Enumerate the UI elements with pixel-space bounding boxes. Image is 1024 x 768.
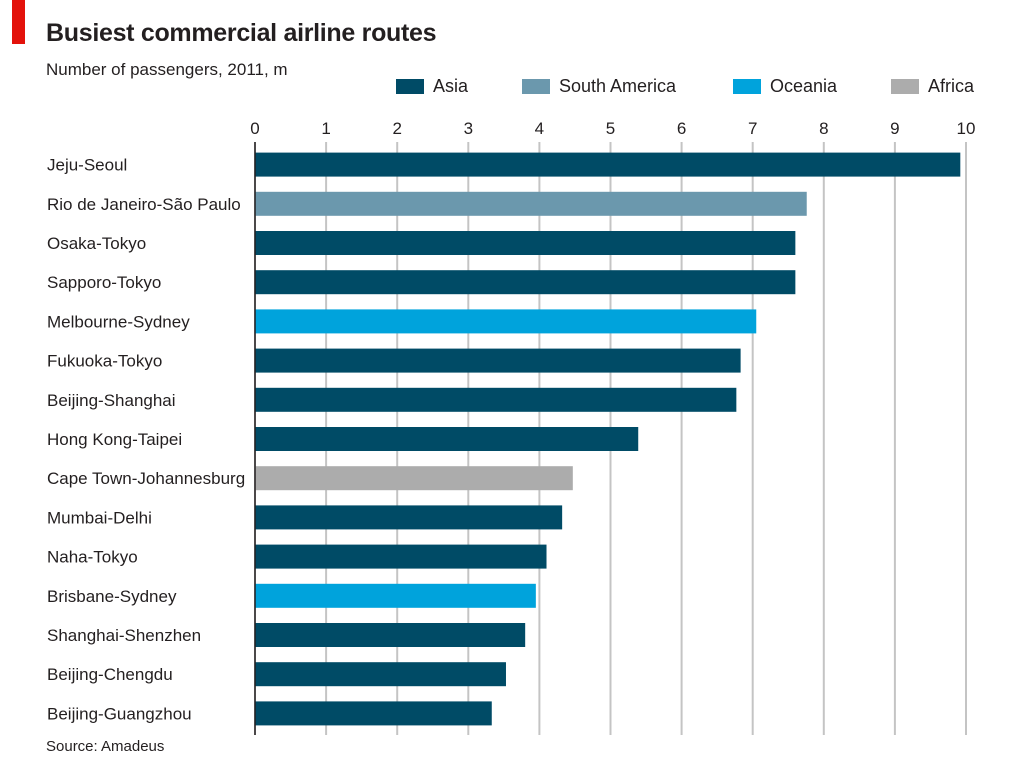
x-tick-label: 6	[677, 119, 686, 138]
x-tick-label: 9	[890, 119, 899, 138]
y-category-label: Rio de Janeiro-São Paulo	[47, 195, 241, 214]
brand-red-tag	[12, 0, 25, 44]
legend-swatch-south-america	[522, 79, 550, 94]
bar	[255, 623, 526, 647]
legend-item-oceania: Oceania	[733, 76, 837, 97]
legend-item-africa: Africa	[891, 76, 974, 97]
y-category-label: Hong Kong-Taipei	[47, 430, 182, 449]
bar	[255, 505, 563, 530]
bar	[255, 270, 796, 295]
legend-item-south-america: South America	[522, 76, 676, 97]
chart-subtitle: Number of passengers, 2011, m	[46, 60, 288, 79]
legend-swatch-oceania	[733, 79, 761, 94]
y-category-label: Osaka-Tokyo	[47, 234, 146, 253]
y-category-label: Naha-Tokyo	[47, 548, 138, 567]
y-category-label: Beijing-Chengdu	[47, 665, 173, 684]
bar	[255, 583, 536, 608]
bar	[255, 348, 741, 373]
bar	[255, 466, 573, 491]
bar	[255, 152, 961, 177]
legend-swatch-africa	[891, 79, 919, 94]
legend-item-asia: Asia	[396, 76, 468, 97]
x-tick-label: 1	[321, 119, 330, 138]
x-tick-label: 2	[392, 119, 401, 138]
legend-label-asia: Asia	[433, 76, 469, 96]
y-category-label: Jeju-Seoul	[47, 156, 127, 175]
y-category-label: Fukuoka-Tokyo	[47, 352, 162, 371]
source-note: Source: Amadeus	[46, 738, 165, 755]
bar	[255, 662, 506, 687]
bar	[255, 427, 639, 451]
y-category-label: Cape Town-Johannesburg	[47, 469, 245, 488]
x-tick-label: 3	[464, 119, 473, 138]
y-category-label: Mumbai-Delhi	[47, 508, 152, 527]
bar	[255, 231, 796, 255]
y-category-label: Beijing-Shanghai	[47, 391, 176, 410]
bar	[255, 387, 737, 412]
y-category-label: Shanghai-Shenzhen	[47, 626, 201, 645]
y-category-label: Sapporo-Tokyo	[47, 273, 161, 292]
legend-label-oceania: Oceania	[770, 76, 838, 96]
legend-label-south-america: South America	[559, 76, 677, 96]
y-category-label: Beijing-Guangzhou	[47, 704, 192, 723]
x-tick-label: 4	[535, 119, 544, 138]
x-tick-label: 8	[819, 119, 828, 138]
x-tick-label: 10	[957, 119, 976, 138]
legend-label-africa: Africa	[928, 76, 975, 96]
legend-swatch-asia	[396, 79, 424, 94]
bar	[255, 191, 807, 216]
y-category-label: Brisbane-Sydney	[47, 587, 177, 606]
chart-title: Busiest commercial airline routes	[46, 19, 437, 47]
x-tick-label: 5	[606, 119, 615, 138]
x-tick-label: 7	[748, 119, 757, 138]
bar	[255, 544, 547, 569]
bar	[255, 701, 492, 726]
y-category-label: Melbourne-Sydney	[47, 312, 190, 331]
x-tick-label: 0	[250, 119, 259, 138]
bar	[255, 309, 757, 334]
